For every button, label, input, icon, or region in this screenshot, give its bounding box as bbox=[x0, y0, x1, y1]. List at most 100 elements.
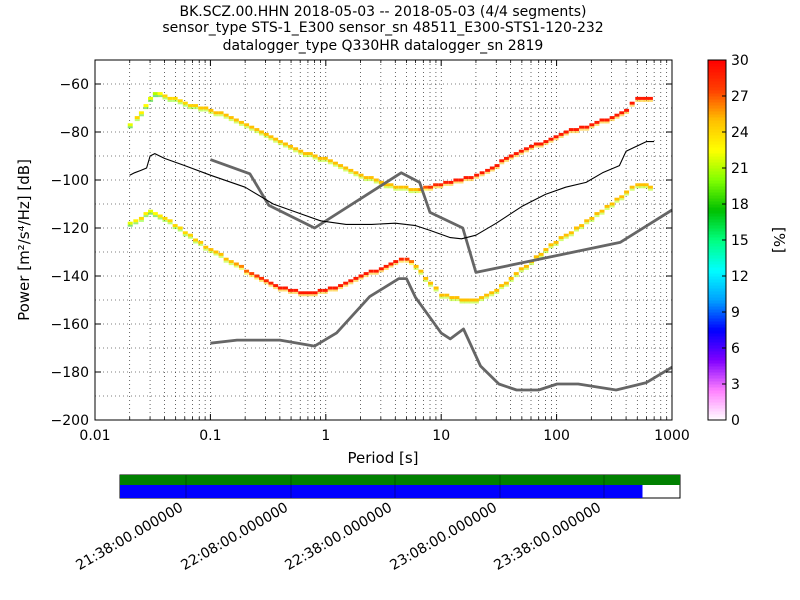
density-cell bbox=[152, 215, 158, 218]
density-cell bbox=[489, 169, 495, 172]
density-cell bbox=[443, 180, 449, 184]
colorbar-strip bbox=[708, 96, 726, 100]
density-cell bbox=[428, 188, 434, 191]
colorbar-strip bbox=[708, 381, 726, 385]
density-cell bbox=[138, 219, 144, 222]
density-cell bbox=[538, 145, 544, 148]
colorbar-strip bbox=[708, 162, 726, 166]
density-cell bbox=[609, 116, 615, 120]
density-cell bbox=[177, 99, 183, 103]
density-cell bbox=[423, 276, 429, 280]
density-cell bbox=[624, 111, 630, 114]
plot-area: 0.01 0.1 1 10 100 1000 −60 −80 −100 −120 −140 −160… bbox=[51, 59, 690, 444]
density-cell bbox=[223, 257, 229, 261]
density-cell bbox=[553, 243, 559, 246]
colorbar-strip bbox=[708, 171, 726, 175]
density-cell bbox=[327, 159, 333, 163]
timeline-label: 22:08:00.000000 bbox=[178, 500, 291, 574]
density-cell bbox=[423, 279, 429, 282]
density-cell bbox=[538, 252, 544, 256]
density-cell bbox=[162, 94, 168, 98]
density-cell bbox=[528, 147, 534, 150]
density-cell bbox=[398, 185, 404, 189]
colorbar-strip bbox=[708, 84, 726, 88]
density-cell bbox=[268, 281, 274, 285]
density-cell bbox=[558, 239, 564, 242]
density-cell bbox=[468, 179, 474, 182]
density-cell bbox=[307, 294, 313, 297]
colorbar-strip bbox=[708, 417, 726, 421]
colorbar-strip bbox=[708, 261, 726, 265]
density-cell bbox=[453, 178, 459, 182]
density-cell bbox=[162, 97, 168, 100]
colorbar-strip bbox=[708, 339, 726, 343]
density-cell bbox=[363, 275, 369, 278]
y-tick-label: −120 bbox=[51, 221, 89, 237]
density-cell bbox=[579, 224, 585, 228]
density-cell bbox=[332, 164, 338, 167]
density-cell bbox=[182, 101, 188, 105]
density-cell bbox=[307, 152, 313, 156]
density-cell bbox=[353, 276, 359, 280]
colorbar-strip bbox=[708, 387, 726, 391]
density-cell bbox=[218, 255, 224, 258]
colorbar-strip bbox=[708, 321, 726, 325]
density-cell bbox=[489, 294, 495, 297]
density-cell bbox=[533, 145, 539, 148]
density-cell bbox=[579, 227, 585, 230]
density-cell bbox=[143, 212, 149, 216]
density-cell bbox=[138, 216, 144, 220]
density-cell bbox=[388, 186, 394, 189]
density-cell bbox=[439, 296, 445, 299]
density-cell bbox=[203, 248, 209, 251]
colorbar-strip bbox=[708, 324, 726, 328]
colorbar-strip bbox=[708, 72, 726, 76]
density-cell bbox=[303, 294, 309, 297]
density-cell bbox=[244, 123, 250, 127]
density-cell bbox=[563, 236, 569, 239]
density-cell bbox=[193, 238, 199, 242]
density-cell bbox=[373, 269, 379, 273]
colorbar-strip bbox=[708, 126, 726, 130]
density-cell bbox=[322, 159, 328, 162]
mode-line bbox=[129, 141, 655, 240]
density-cell bbox=[383, 186, 389, 189]
colorbar-strip bbox=[708, 369, 726, 373]
colorbar-strip bbox=[708, 120, 726, 124]
timeline-coverage-top bbox=[120, 475, 680, 485]
colorbar-strip bbox=[708, 177, 726, 181]
density-cell bbox=[322, 291, 328, 294]
colorbar-strip bbox=[708, 192, 726, 196]
colorbar-strip bbox=[708, 318, 726, 322]
colorbar-tick-label: 27 bbox=[731, 89, 749, 105]
density-cell bbox=[312, 157, 318, 160]
colorbar-strip bbox=[708, 360, 726, 364]
colorbar-strip bbox=[708, 144, 726, 148]
density-cell bbox=[282, 145, 288, 148]
density-cell bbox=[513, 155, 519, 158]
density-cell bbox=[182, 231, 188, 235]
density-cell bbox=[143, 107, 149, 110]
density-cell bbox=[162, 219, 168, 222]
density-cell bbox=[635, 99, 641, 102]
density-cell bbox=[538, 255, 544, 258]
density-cell bbox=[568, 131, 574, 134]
density-cell bbox=[167, 96, 173, 100]
density-cell bbox=[589, 123, 595, 127]
density-cell bbox=[238, 267, 244, 270]
density-cell bbox=[363, 176, 369, 180]
density-cell bbox=[363, 179, 369, 182]
density-cell bbox=[438, 186, 444, 189]
colorbar-strip bbox=[708, 201, 726, 205]
density-cell bbox=[348, 171, 354, 174]
colorbar-strip bbox=[708, 255, 726, 259]
density-cell bbox=[433, 286, 439, 290]
density-cell bbox=[358, 173, 364, 177]
density-cell bbox=[259, 279, 265, 282]
density-cell bbox=[464, 298, 470, 302]
x-tick-label: 100 bbox=[543, 428, 570, 444]
density-cell bbox=[484, 293, 490, 297]
density-cell bbox=[162, 216, 168, 220]
colorbar-strip bbox=[708, 93, 726, 97]
density-cell bbox=[639, 183, 645, 187]
